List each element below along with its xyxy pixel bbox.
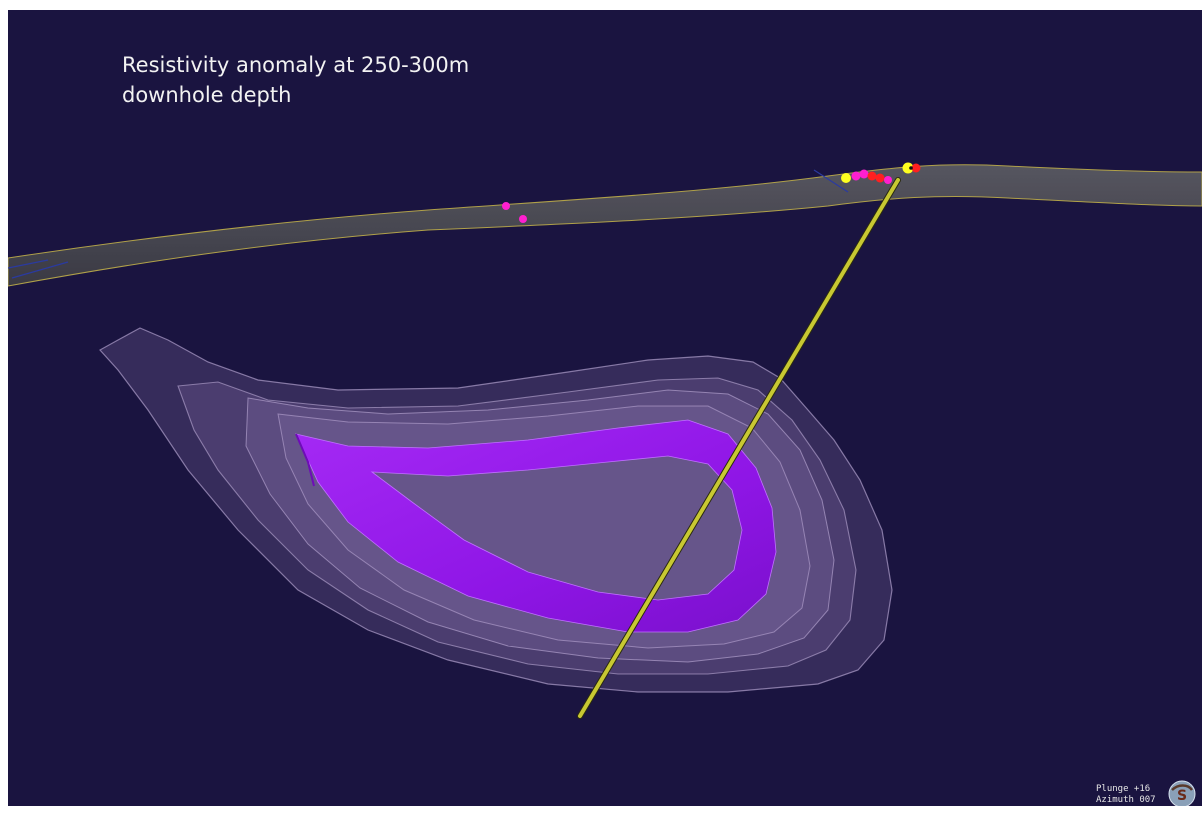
topographic-surface — [8, 164, 1202, 287]
resistivity-anomaly-core — [295, 419, 777, 633]
resistivity-anomaly-shells — [99, 327, 893, 693]
logo-letter: S — [1177, 788, 1187, 804]
azimuth-readout: Azimuth 007 — [1096, 795, 1156, 805]
3d-viewport[interactable]: Resistivity anomaly at 250-300m downhole… — [8, 10, 1202, 806]
view-caption: Resistivity anomaly at 250-300m downhole… — [122, 50, 642, 110]
3d-scene[interactable] — [8, 10, 1202, 806]
orientation-logo-icon[interactable]: S — [1168, 780, 1196, 806]
caption-line-1: Resistivity anomaly at 250-300m — [122, 53, 470, 77]
drillhole-trace — [577, 177, 901, 719]
caption-line-2: downhole depth — [122, 83, 292, 107]
plunge-readout: Plunge +16 — [1096, 784, 1151, 794]
sample-markers — [502, 162, 921, 223]
orientation-readout: Plunge +16 Azimuth 007 — [1096, 784, 1156, 806]
